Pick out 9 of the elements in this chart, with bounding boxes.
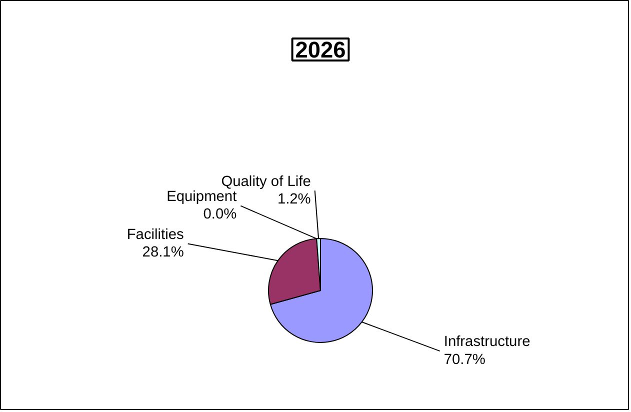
text: 0.0% [203,206,237,223]
data-label: 28.1% [142,244,184,261]
slice-label: Infrastructure [444,334,530,350]
data-label: 70.7% [444,352,486,368]
chart-title: 2026 [295,36,346,62]
category-label: Equipment [166,189,237,206]
data-label: 1.2% [277,191,311,208]
slice-label: Quality of Life [221,174,311,190]
slice-label: Facilities [126,227,184,243]
